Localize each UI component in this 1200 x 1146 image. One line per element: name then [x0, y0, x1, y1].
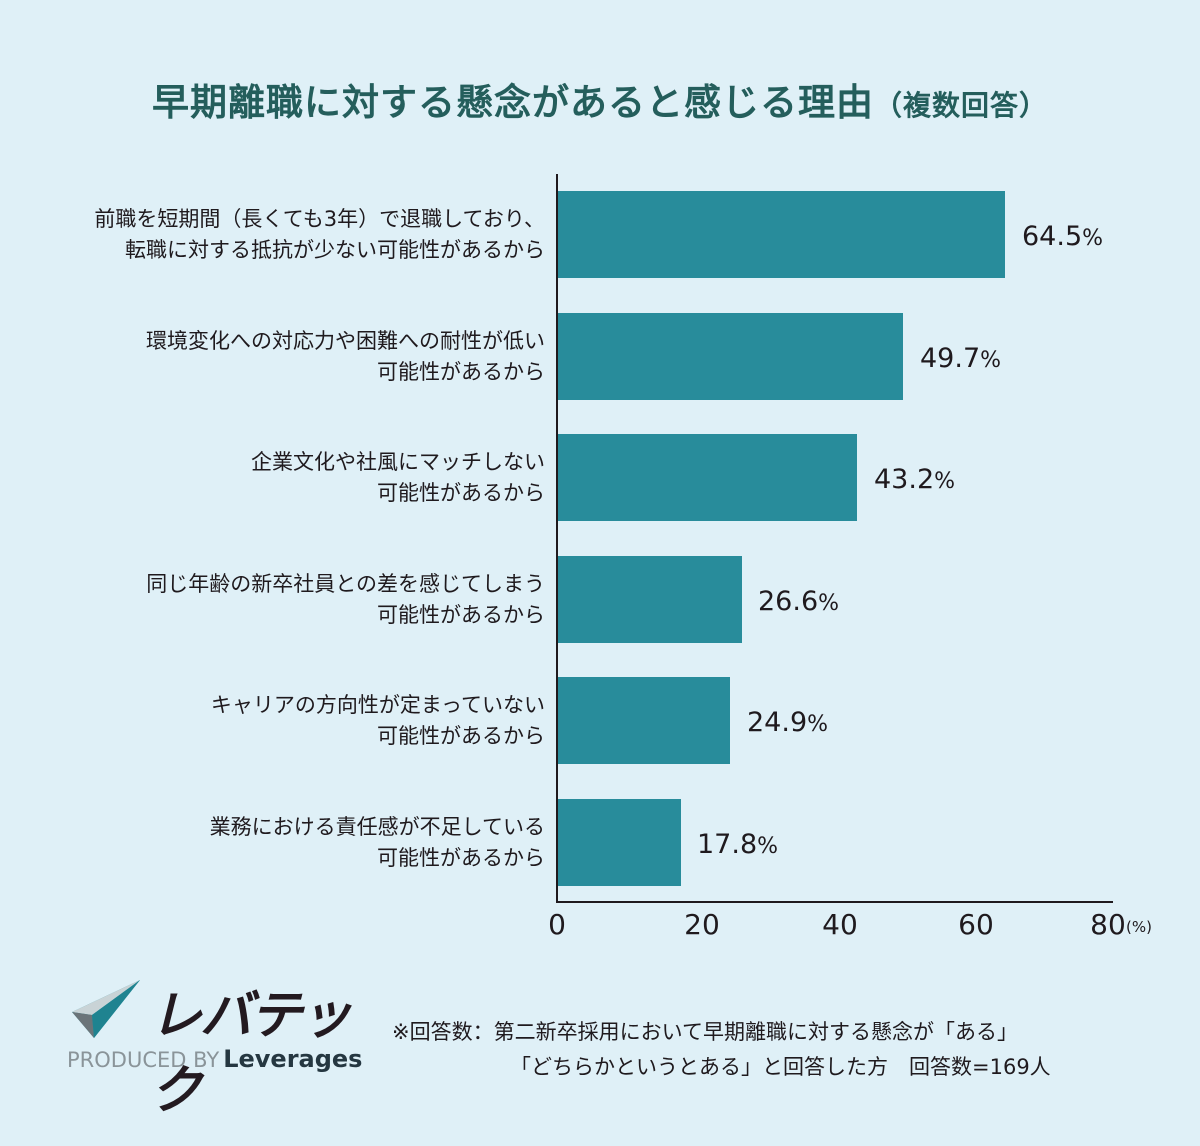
bar-label: キャリアの方向性が定まっていない 可能性があるから [210, 692, 545, 748]
x-axis-unit: (%) [1126, 918, 1152, 936]
paper-plane-icon [72, 980, 140, 1038]
bar-label: 前職を短期間（長くても3年）で退職しており、 転職に対する抵抗が少ない可能性があ… [94, 206, 545, 262]
bar [558, 434, 857, 521]
chart-title: 早期離職に対する懸念があると感じる理由（複数回答） [0, 72, 1200, 126]
bar-value: 17.8% [697, 829, 779, 860]
bar-label: 環境変化への対応力や困難への耐性が低い 可能性があるから [146, 328, 545, 384]
x-tick-label: 40 [822, 908, 858, 941]
leverages-logo: レバテック PRODUCED BY Leverages [62, 975, 372, 1121]
footnote: ※回答数：第二新卒採用において早期離職に対する懸念が「ある」 「どちらかというと… [392, 1015, 1051, 1085]
bar-label: 企業文化や社風にマッチしない 可能性があるから [251, 449, 545, 505]
chart-title-sub: （複数回答） [873, 89, 1048, 122]
bar-chart: 前職を短期間（長くても3年）で退職しており、 転職に対する抵抗が少ない可能性があ… [94, 174, 1152, 941]
produced-by: PRODUCED BY Leverages [67, 1045, 363, 1073]
bar [558, 313, 903, 400]
bar-label: 同じ年齢の新卒社員との差を感じてしまう 可能性があるから [146, 571, 545, 627]
x-tick-label: 20 [684, 908, 720, 941]
bar [558, 677, 730, 764]
bar-label: 業務における責任感が不足している 可能性があるから [209, 814, 545, 870]
x-tick-label: 60 [958, 908, 994, 941]
x-tick-label: 0 [548, 908, 566, 941]
bar-value: 43.2% [874, 464, 956, 495]
bar [558, 556, 742, 643]
bar-value: 26.6% [758, 586, 840, 617]
x-tick-label: 80 [1090, 908, 1126, 941]
bar-value: 64.5% [1022, 221, 1104, 252]
y-axis-line [556, 174, 558, 903]
chart-title-main: 早期離職に対する懸念があると感じる理由 [151, 81, 874, 124]
x-axis-line [556, 901, 1113, 903]
logo-wordmark: レバテック [150, 986, 352, 1121]
bar [558, 191, 1005, 278]
bar [558, 799, 681, 886]
bar-value: 24.9% [747, 707, 829, 738]
bar-value: 49.7% [920, 343, 1002, 374]
footnote-line-1: ※回答数：第二新卒採用において早期離職に対する懸念が「ある」 [392, 1020, 1018, 1044]
footnote-line-2: 「どちらかというとある」と回答した方 回答数=169人 [510, 1055, 1051, 1079]
